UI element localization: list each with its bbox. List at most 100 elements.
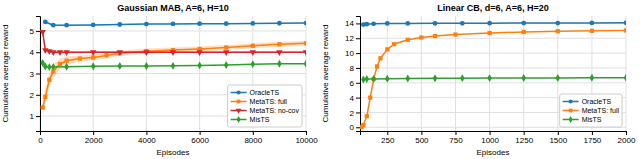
plot-area bbox=[40, 20, 306, 115]
marker bbox=[365, 75, 370, 83]
tick: 6 bbox=[350, 79, 360, 88]
tick-mark bbox=[36, 74, 40, 75]
marker bbox=[453, 32, 457, 36]
legend-label: OracleTS bbox=[582, 98, 612, 105]
marker bbox=[51, 63, 56, 71]
legend-box bbox=[560, 94, 622, 127]
tick-mark bbox=[524, 131, 525, 135]
marker bbox=[251, 44, 255, 48]
tick-mark bbox=[356, 68, 360, 69]
marker bbox=[361, 123, 365, 127]
marker bbox=[368, 95, 372, 99]
tick-mark bbox=[253, 131, 254, 135]
line bbox=[363, 23, 626, 25]
marker bbox=[590, 74, 595, 82]
tick-mark bbox=[356, 112, 360, 113]
marker bbox=[64, 63, 69, 71]
tick-label: 500 bbox=[415, 136, 429, 145]
marker bbox=[406, 38, 410, 42]
marker bbox=[57, 50, 63, 56]
panel: 020004000600080001000012345Gaussian MAB,… bbox=[1, 3, 318, 157]
legend-item: MetaTS: full bbox=[231, 98, 288, 105]
legend-label: OracleTS bbox=[250, 89, 280, 96]
tick: 250 bbox=[381, 131, 395, 145]
legend-item: MisTS bbox=[563, 116, 602, 123]
marker bbox=[197, 61, 202, 69]
marker bbox=[460, 74, 465, 82]
tick-label: 0 bbox=[350, 123, 355, 132]
marker bbox=[143, 50, 149, 56]
marker bbox=[487, 74, 492, 82]
tick-label: 10 bbox=[345, 49, 354, 58]
series bbox=[361, 20, 626, 26]
tick-label: 1000 bbox=[481, 136, 499, 145]
marker bbox=[43, 95, 47, 99]
marker bbox=[171, 21, 176, 26]
tick: 10000 bbox=[295, 131, 318, 145]
y-axis-title: Cumulative average reward bbox=[321, 25, 330, 123]
grid-line bbox=[360, 53, 626, 54]
tick: 2000 bbox=[85, 131, 103, 145]
marker bbox=[556, 29, 560, 33]
marker bbox=[51, 23, 56, 28]
tick: 1750 bbox=[583, 131, 601, 145]
marker bbox=[43, 63, 48, 71]
marker bbox=[556, 74, 561, 82]
marker bbox=[392, 42, 396, 46]
tick-label: 14 bbox=[345, 19, 354, 28]
tick: 4 bbox=[350, 94, 360, 103]
x-axis-title: Episodes bbox=[477, 148, 510, 157]
axis-line bbox=[356, 17, 361, 132]
tick-label: 6000 bbox=[191, 136, 209, 145]
marker bbox=[251, 60, 256, 68]
marker bbox=[118, 62, 123, 70]
marker bbox=[117, 22, 122, 27]
tick-label: 1500 bbox=[549, 136, 567, 145]
marker bbox=[385, 47, 389, 51]
tick: 2000 bbox=[618, 131, 636, 145]
tick-mark bbox=[93, 131, 94, 135]
axis-line bbox=[361, 132, 627, 136]
marker bbox=[277, 60, 282, 68]
marker bbox=[487, 21, 492, 26]
tick-mark bbox=[592, 131, 593, 135]
marker bbox=[624, 74, 626, 82]
tick: 0 bbox=[350, 123, 360, 132]
marker bbox=[171, 62, 176, 70]
axis-line bbox=[41, 132, 307, 136]
plot-area bbox=[360, 20, 626, 129]
marker bbox=[624, 28, 626, 32]
marker bbox=[590, 21, 595, 26]
marker bbox=[365, 114, 369, 118]
error-band bbox=[43, 29, 306, 54]
marker bbox=[487, 31, 491, 35]
marker bbox=[555, 21, 560, 26]
tick: 1500 bbox=[549, 131, 567, 145]
tick-label: 4 bbox=[30, 48, 35, 57]
tick: 3 bbox=[30, 70, 40, 79]
tick-mark bbox=[626, 131, 627, 135]
grid-line bbox=[387, 16, 388, 131]
legend-marker bbox=[569, 109, 573, 113]
marker bbox=[47, 78, 51, 82]
tick-mark bbox=[356, 38, 360, 39]
tick-label: 1 bbox=[30, 112, 35, 121]
tick: 1000 bbox=[481, 131, 499, 145]
series bbox=[40, 59, 306, 71]
tick: 500 bbox=[415, 131, 429, 145]
marker bbox=[304, 41, 306, 45]
legend: OracleTSMetaTS: fullMisTS bbox=[560, 94, 622, 127]
title: Gaussian MAB, A=6, H=10 bbox=[117, 3, 229, 13]
tick-mark bbox=[558, 131, 559, 135]
tick-mark bbox=[356, 23, 360, 24]
marker bbox=[223, 50, 229, 56]
legend-label: MisTS bbox=[250, 116, 270, 123]
y-axis: 02468101214 bbox=[345, 17, 360, 133]
tick: 0 bbox=[38, 131, 43, 145]
marker bbox=[63, 50, 69, 56]
tick: 8 bbox=[350, 64, 360, 73]
marker bbox=[277, 42, 281, 46]
line bbox=[45, 22, 306, 25]
marker bbox=[91, 62, 96, 70]
marker bbox=[521, 21, 526, 26]
